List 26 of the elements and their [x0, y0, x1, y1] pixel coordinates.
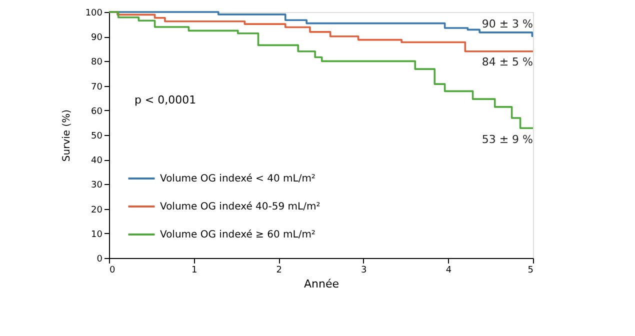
annotation: p < 0,0001 — [134, 94, 196, 107]
y-tick-label: 0 — [96, 254, 103, 264]
y-tick-label: 60 — [91, 106, 103, 117]
x-tick-label: 3 — [361, 266, 367, 276]
x-tick-label: 1 — [191, 266, 198, 276]
x-axis-title: Année — [304, 278, 340, 290]
x-tick-label: 2 — [276, 266, 282, 276]
y-axis-title: Survie (%) — [61, 109, 72, 162]
annotation: 84 ± 5 % — [482, 55, 533, 68]
x-tick-label: 0 — [110, 266, 116, 276]
y-tick-label: 70 — [91, 82, 103, 92]
x-tick-label: 5 — [528, 266, 534, 276]
y-tick-label: 50 — [91, 132, 103, 142]
legend-label: Volume OG indexé < 40 mL/m² — [160, 174, 316, 184]
annotation: 90 ± 3 % — [482, 17, 533, 30]
y-tick-label: 30 — [91, 180, 103, 191]
y-tick-label: 40 — [91, 156, 103, 166]
x-tick-label: 4 — [446, 266, 452, 276]
y-tick-label: 80 — [91, 58, 103, 68]
y-tick-label: 90 — [91, 33, 103, 44]
y-tick-label: 10 — [91, 230, 103, 240]
legend-label: Volume OG indexé ≥ 60 mL/m² — [160, 230, 316, 240]
y-tick-label: 20 — [91, 205, 103, 216]
legend-label: Volume OG indexé 40-59 mL/m² — [160, 202, 320, 212]
annotation: 53 ± 9 % — [482, 132, 533, 146]
y-tick-label: 100 — [85, 8, 103, 18]
